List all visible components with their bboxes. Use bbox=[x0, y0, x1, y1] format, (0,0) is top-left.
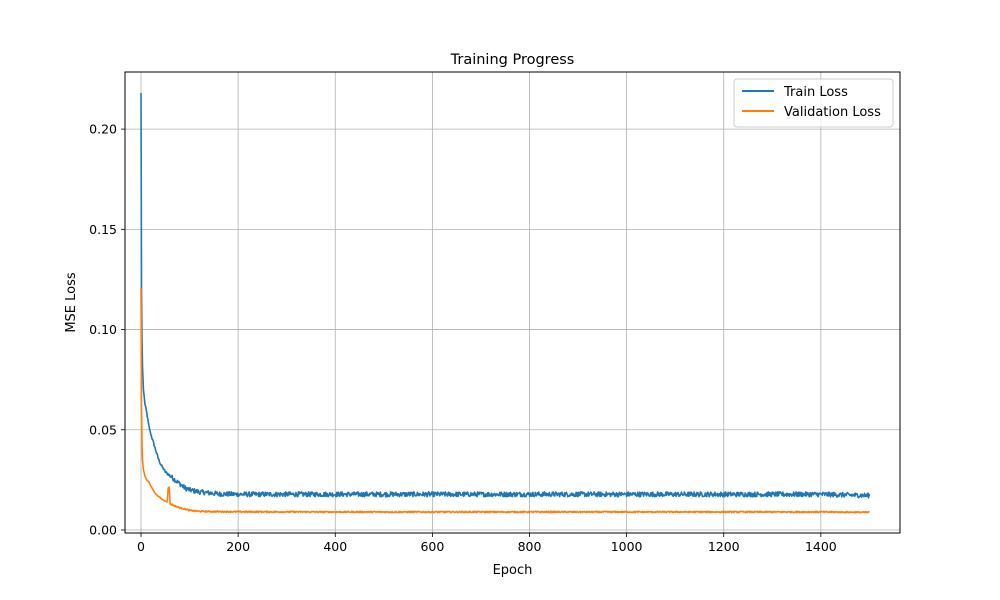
grid bbox=[125, 72, 900, 533]
y-tick-label: 0.20 bbox=[89, 122, 117, 137]
x-axis: 0 200 400 600 800 1000 1200 1400 bbox=[137, 533, 837, 554]
chart-title: Training Progress bbox=[450, 52, 575, 68]
y-tick-label: 0.05 bbox=[89, 422, 117, 437]
series-line-validation-loss bbox=[140, 287, 871, 514]
legend: Train Loss Validation Loss bbox=[733, 78, 894, 128]
y-axis-label: MSE Loss bbox=[64, 272, 79, 333]
x-axis-label: Epoch bbox=[493, 563, 533, 578]
y-axis: 0.00 0.05 0.10 0.15 0.20 bbox=[89, 122, 125, 537]
legend-label-validation-loss: Validation Loss bbox=[784, 105, 881, 120]
plot-frame bbox=[124, 71, 901, 534]
series-layer bbox=[140, 93, 871, 514]
x-tick-label: 1000 bbox=[611, 539, 643, 554]
x-tick-label: 0 bbox=[137, 539, 145, 554]
x-tick-label: 800 bbox=[518, 539, 542, 554]
x-tick-label: 600 bbox=[420, 539, 444, 554]
x-tick-label: 200 bbox=[226, 539, 250, 554]
series-line-train-loss bbox=[140, 93, 871, 499]
y-tick-label: 0.15 bbox=[89, 222, 117, 237]
y-tick-label: 0.00 bbox=[89, 522, 117, 537]
y-tick-label: 0.10 bbox=[89, 322, 117, 337]
x-tick-label: 1200 bbox=[708, 539, 740, 554]
legend-label-train-loss: Train Loss bbox=[783, 85, 848, 100]
x-tick-label: 1400 bbox=[805, 539, 837, 554]
x-tick-label: 400 bbox=[323, 539, 347, 554]
